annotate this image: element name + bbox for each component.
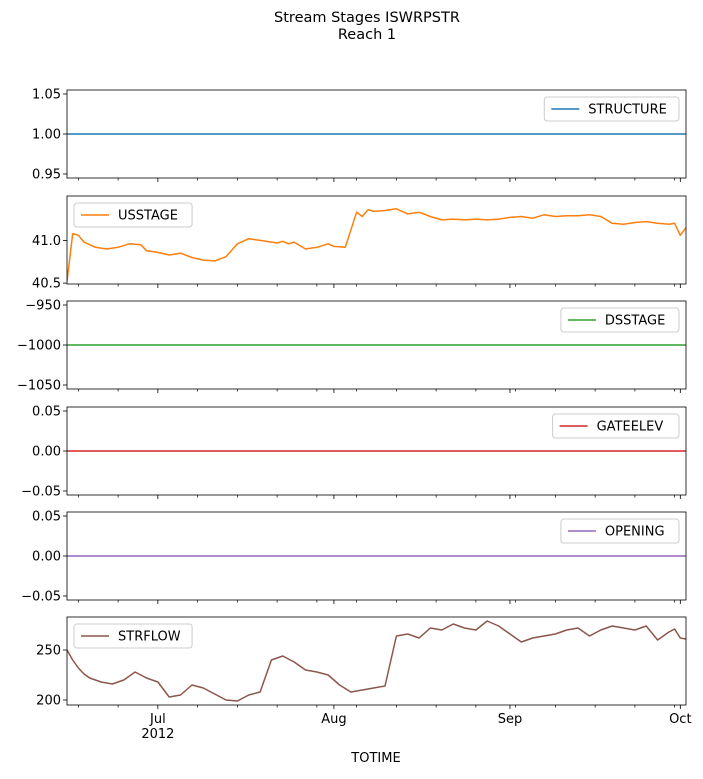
y-tick-label: 0.95: [32, 168, 61, 183]
panel-structure: 0.95 1.00 1.05 STRUCTURE: [32, 88, 687, 183]
legend-label: STRFLOW: [118, 630, 181, 645]
panel-usstage: 40.5 41.0 USSTAGE: [32, 195, 687, 292]
x-year-label: 2012: [141, 727, 174, 742]
series-line-usstage: [67, 208, 686, 282]
y-tick-label: −950: [25, 299, 61, 314]
legend-label: OPENING: [605, 525, 665, 540]
legend-usstage: USSTAGE: [73, 202, 193, 228]
y-tick-label: 0.05: [32, 510, 61, 525]
legend-label: DSSTAGE: [605, 314, 665, 329]
y-tick-label: 200: [36, 694, 61, 709]
panel-dsstage: −1050 −1000 −950 DSSTAGE: [17, 299, 687, 394]
y-tick-label: −1000: [17, 339, 61, 354]
legend-label: STRUCTURE: [588, 103, 667, 118]
legend-opening: OPENING: [560, 518, 680, 544]
panel-frame: [66, 616, 687, 706]
y-tick-label: 0.00: [32, 445, 61, 460]
legend-dsstage: DSSTAGE: [560, 307, 680, 333]
y-tick-label: 1.00: [32, 128, 61, 143]
x-tick-label: Sep: [498, 712, 523, 727]
panels-group: 0.95 1.00 1.05 STRUCTURE 40.5 41.0 USSTAGE −105…: [17, 88, 692, 743]
y-tick-label: 250: [36, 644, 61, 659]
panel-gateelev: −0.05 0.00 0.05 GATEELEV: [21, 405, 687, 500]
legend-box: [560, 307, 680, 333]
chart-title: Stream Stages ISWRPSTR: [274, 10, 460, 26]
x-tick-label: Aug: [321, 712, 346, 727]
y-tick-label: 0.05: [32, 405, 61, 420]
legend-box: [543, 96, 680, 122]
series-line-strflow: [67, 620, 686, 702]
y-tick-label: −0.05: [21, 485, 61, 500]
x-tick-label: Oct: [669, 712, 691, 727]
y-tick-label: 1.05: [32, 88, 61, 103]
legend-box: [560, 518, 680, 544]
panel-opening: −0.05 0.00 0.05 OPENING: [21, 510, 687, 605]
legend-gateelev: GATEELEV: [552, 413, 680, 439]
legend-box: [552, 413, 680, 439]
y-tick-label: 40.5: [32, 277, 61, 292]
legend-strflow: STRFLOW: [73, 623, 193, 649]
panel-frame: [66, 195, 687, 285]
legend-box: [73, 623, 193, 649]
x-axis-label: TOTIME: [350, 751, 400, 766]
chart-subtitle: Reach 1: [338, 27, 396, 43]
legend-box: [73, 202, 193, 228]
y-tick-label: 0.00: [32, 550, 61, 565]
y-tick-label: −0.05: [21, 590, 61, 605]
legend-label: GATEELEV: [597, 420, 664, 435]
legend-label: USSTAGE: [118, 209, 178, 224]
panel-strflow: 200 250 STRFLOW: [36, 616, 687, 709]
y-tick-label: −1050: [17, 379, 61, 394]
y-tick-label: 41.0: [32, 234, 61, 249]
x-tick-label: Jul: [149, 712, 166, 727]
legend-structure: STRUCTURE: [543, 96, 680, 122]
